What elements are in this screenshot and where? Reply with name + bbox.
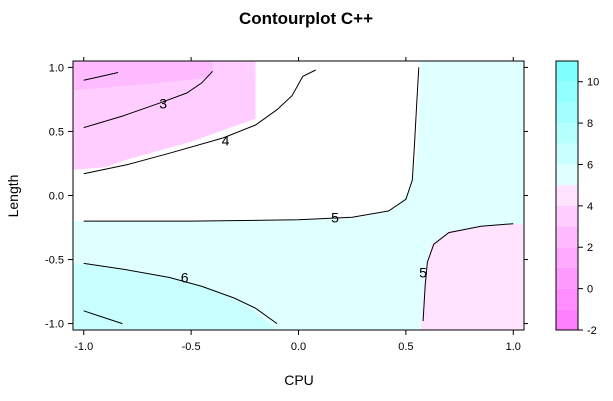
contour-label-3: 5	[331, 209, 339, 225]
colorbar-band-1	[556, 309, 578, 330]
colorbar-frame	[555, 60, 579, 331]
colorbar-band-11	[556, 102, 578, 124]
colorbar-band-12	[556, 81, 578, 103]
x-tick-label-4: 0.5	[398, 341, 413, 353]
contour-label-1: 3	[159, 95, 167, 111]
colorbar-band-4	[556, 247, 578, 268]
contour-label-4: 5	[419, 264, 427, 280]
contour-line-4-3	[83, 69, 316, 175]
colorbar-band-9	[556, 143, 578, 165]
contour-region-1	[73, 61, 213, 91]
plot-area: 3 4 5 5 6	[72, 60, 525, 331]
x-tick-label-3: 0.0	[291, 341, 306, 353]
y-tick-label-1: -1.0	[45, 319, 64, 331]
colorbar: -2 0 2 4 6 8 10	[555, 60, 599, 337]
x-axis-label: CPU	[284, 372, 314, 388]
colorbar-band-7	[556, 185, 578, 206]
contour-regions	[73, 61, 524, 330]
y-axis: -1.0 -0.5 0.0 0.5 1.0	[45, 62, 528, 331]
contour-label-2: 4	[222, 132, 230, 148]
colorbar-band-8	[556, 164, 578, 186]
colorbar-tick-label-4: 4	[587, 201, 593, 213]
chart-title: Contourplot C++	[239, 9, 373, 28]
contour-label-5: 6	[181, 269, 189, 285]
x-tick-label-1: -1.0	[74, 341, 93, 353]
colorbar-tick-label-7: 10	[587, 77, 599, 89]
y-tick-label-4: 0.5	[49, 126, 64, 138]
contour-region-2	[73, 61, 256, 119]
colorbar-tick-label-6: 8	[587, 118, 593, 130]
contour-line-5-5	[422, 223, 514, 322]
colorbar-band-3	[556, 267, 578, 289]
contour-lines	[83, 67, 514, 325]
colorbar-tick-label-1: -2	[587, 325, 597, 337]
y-tick-label-5: 1.0	[49, 62, 64, 74]
contour-line-3-1	[83, 72, 119, 81]
colorbar-tick-label-5: 6	[587, 159, 593, 171]
contour-region-6	[420, 223, 524, 330]
x-tick-label-5: 1.0	[506, 341, 521, 353]
contour-region-5	[73, 61, 524, 330]
y-tick-label-2: -0.5	[45, 255, 64, 267]
x-tick-label-2: -0.5	[182, 341, 201, 353]
colorbar-band-5	[556, 226, 578, 248]
contour-line-5-4	[83, 67, 420, 222]
contour-line-3-2	[83, 70, 213, 129]
colorbar-band-10	[556, 123, 578, 144]
y-axis-label: Length	[5, 175, 21, 218]
contour-labels: 3 4 5 5 6	[159, 95, 427, 285]
colorbar-tick-label-3: 2	[587, 242, 593, 254]
colorbar-band-2	[556, 288, 578, 310]
colorbar-band-6	[556, 205, 578, 227]
y-tick-label-3: 0.0	[49, 191, 64, 203]
x-axis: -1.0 -0.5 0.0 0.5 1.0	[74, 57, 521, 353]
contour-region-4	[73, 67, 256, 170]
contour-region-3	[73, 67, 256, 151]
contour-line-6-6	[83, 262, 278, 325]
colorbar-tick-label-2: 0	[587, 284, 593, 296]
contour-region-7	[73, 263, 277, 330]
colorbar-band-13	[556, 61, 578, 82]
contour-line-6-7	[83, 310, 123, 325]
